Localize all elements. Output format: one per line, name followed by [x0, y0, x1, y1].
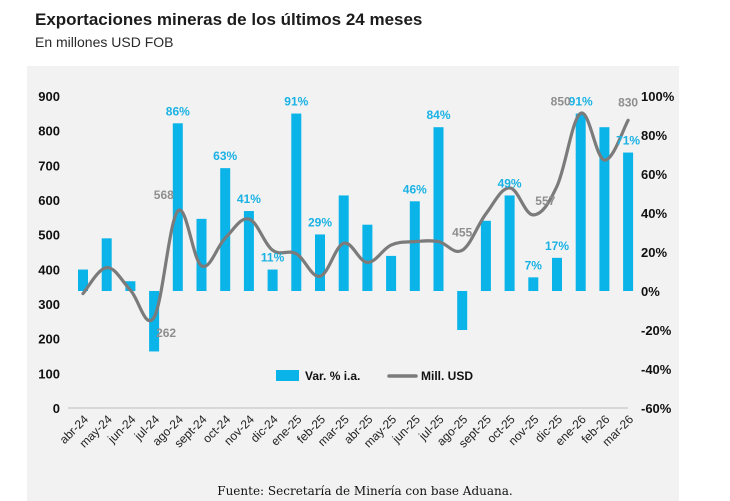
left-axis-tick-label: 900	[38, 89, 60, 104]
bar-sept-24	[196, 218, 207, 291]
bar-mar-26	[623, 152, 634, 291]
right-axis-tick-label: 80%	[641, 128, 667, 143]
legend-swatch-bar	[276, 370, 299, 381]
right-axis-tick-label: -40%	[641, 362, 672, 377]
bar-data-label: 11%	[261, 251, 285, 265]
line-series-mill-usd	[81, 111, 630, 323]
bar-abr-24	[78, 269, 88, 291]
bar-feb-25	[315, 234, 325, 291]
bar-may-24	[101, 238, 112, 291]
right-axis-tick-label: 40%	[641, 206, 667, 221]
bar-data-label: 86%	[166, 104, 190, 118]
right-axis-tick-label: -20%	[641, 323, 672, 338]
bar-data-label: 29%	[308, 215, 332, 229]
right-axis-tick-label: 100%	[641, 89, 675, 104]
bar-data-label: 46%	[403, 182, 427, 196]
left-axis-tick-label: 0	[53, 401, 60, 416]
right-axis-tick-label: 60%	[641, 167, 667, 182]
legend-label-line: Mill. USD	[421, 369, 473, 383]
bar-jul-25	[433, 127, 444, 291]
line-data-label: 262	[156, 326, 176, 340]
bar-abr-25	[362, 224, 373, 291]
left-axis-tick-label: 500	[38, 228, 60, 243]
bar-nov-24	[243, 211, 254, 291]
bar-may-25	[386, 255, 397, 291]
left-axis-tick-label: 400	[38, 262, 60, 277]
left-axis-tick-label: 100	[38, 366, 60, 381]
line-data-label: 850	[551, 94, 571, 108]
bar-oct-24	[220, 168, 231, 291]
bar-ene-25	[291, 113, 302, 291]
bar-data-label: 84%	[426, 108, 450, 122]
bar-data-label: 49%	[498, 176, 522, 190]
left-axis-tick-label: 300	[38, 297, 60, 312]
bar-jul-24	[149, 291, 160, 352]
bar-data-label: 91%	[569, 95, 593, 109]
line-data-label: 455	[452, 225, 472, 239]
left-axis-tick-label: 800	[38, 124, 60, 139]
left-axis-tick-label: 200	[38, 332, 60, 347]
bar-data-label: 41%	[237, 192, 261, 206]
bar-ene-26	[575, 113, 586, 291]
bar-jun-25	[409, 201, 420, 291]
right-axis-tick-label: 0%	[641, 284, 660, 299]
source-note: Fuente: Secretaría de Minería con base A…	[217, 484, 513, 498]
bar-nov-25	[528, 277, 539, 291]
bar-jun-24	[125, 281, 136, 291]
line-data-label: 830	[618, 95, 638, 109]
chart-title: Exportaciones mineras de los últimos 24 …	[35, 10, 423, 29]
bar-data-label: 71%	[616, 134, 640, 148]
left-axis-tick-label: 600	[38, 193, 60, 208]
bar-oct-25	[504, 195, 515, 291]
bar-feb-26	[599, 127, 610, 291]
right-axis-tick-label: -60%	[641, 401, 672, 416]
chart-subtitle: En millones USD FOB	[35, 34, 174, 50]
left-axis-tick-label: 700	[38, 158, 60, 173]
line-data-label: 568	[154, 188, 174, 202]
bar-dic-25	[552, 257, 562, 291]
bar-dic-24	[267, 269, 278, 291]
legend-label-bar: Var. % i.a.	[305, 369, 360, 383]
bar-sept-25	[480, 220, 491, 291]
line-data-label: 557	[535, 194, 555, 208]
bar-ago-24	[172, 123, 183, 291]
bar-ago-25	[457, 291, 468, 330]
bar-data-label: 63%	[213, 149, 237, 163]
bar-data-label: 7%	[525, 258, 543, 272]
bar-data-label: 17%	[545, 239, 569, 253]
bar-data-label: 91%	[284, 95, 308, 109]
right-axis-tick-label: 20%	[641, 245, 667, 260]
